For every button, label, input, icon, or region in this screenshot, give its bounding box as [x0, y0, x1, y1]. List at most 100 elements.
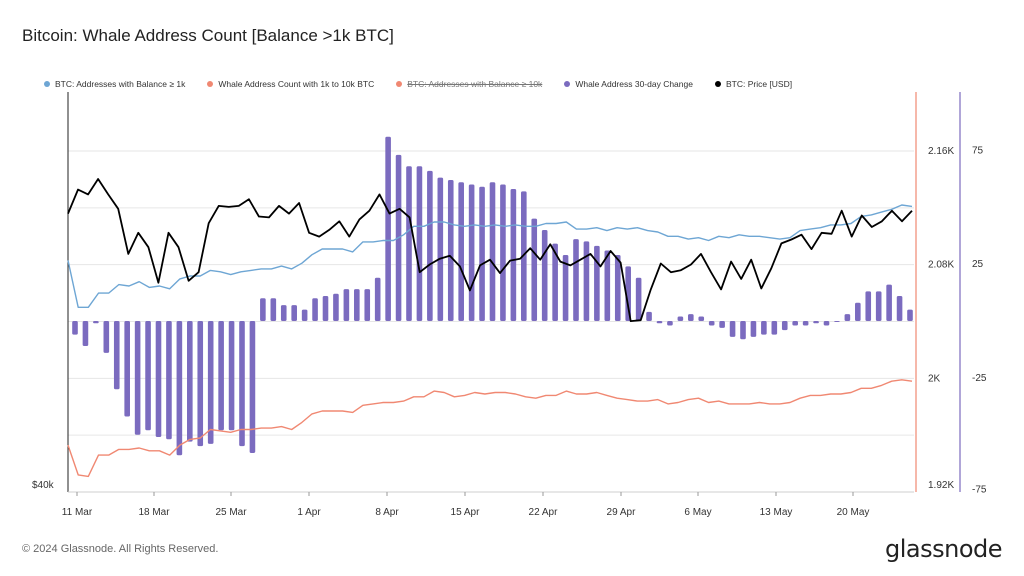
bar-30day-change — [729, 321, 736, 337]
bar-30day-change — [667, 321, 673, 326]
bar-30day-change — [594, 245, 600, 321]
bar-30day-change — [740, 321, 746, 340]
legend-swatch-addresses-1k — [44, 81, 50, 87]
legend: BTC: Addresses with Balance ≥ 1k Whale A… — [44, 79, 814, 89]
legend-label: BTC: Addresses with Balance ≥ 10k — [407, 79, 543, 89]
y-right-tick-label: 1.92K — [928, 480, 954, 491]
legend-item-whale-1k-10k[interactable]: Whale Address Count with 1k to 10k BTC — [207, 79, 374, 89]
bar-30day-change — [708, 321, 715, 326]
bar-30day-change — [239, 321, 245, 447]
y-right2-tick-label: -25 — [972, 373, 987, 384]
bar-30day-change — [541, 230, 548, 321]
bar-30day-change — [573, 239, 579, 321]
bar-30day-change — [72, 321, 78, 335]
legend-item-price[interactable]: BTC: Price [USD] — [714, 79, 792, 89]
bar-30day-change — [437, 177, 444, 321]
bar-30day-change — [280, 305, 287, 321]
bar-30day-change — [698, 316, 705, 321]
bar-30day-change — [750, 321, 757, 337]
legend-swatch-addresses-10k — [396, 81, 403, 87]
y-right2-tick-label: 75 — [972, 145, 984, 156]
bar-30day-change — [134, 321, 141, 435]
bar-30day-change — [301, 309, 308, 321]
bar-30day-change — [583, 241, 590, 321]
bar-30day-change — [521, 191, 527, 321]
bar-30day-change — [875, 291, 882, 321]
bar-30day-change — [374, 277, 381, 321]
bar-30day-change — [93, 321, 99, 324]
x-tick-label: 18 Mar — [138, 507, 170, 518]
bar-30day-change — [343, 289, 350, 321]
bar-30day-change — [792, 321, 798, 326]
bar-30day-change — [719, 321, 725, 328]
copyright-text: © 2024 Glassnode. All Rights Reserved. — [22, 543, 219, 555]
x-tick-label: 15 Apr — [451, 507, 481, 518]
x-tick-label: 1 Apr — [297, 507, 321, 518]
legend-swatch-price — [714, 81, 721, 87]
line-whale-1k-10k — [67, 379, 913, 478]
legend-swatch-whale-1k-10k — [207, 81, 214, 87]
x-tick-label: 29 Apr — [607, 507, 637, 518]
bar-30day-change — [834, 321, 840, 322]
bar-30day-change — [823, 321, 830, 326]
bar-30day-change — [761, 321, 767, 335]
x-tick-label: 25 Mar — [215, 507, 247, 518]
legend-swatch-30day-change — [564, 81, 571, 87]
bar-30day-change — [479, 186, 485, 321]
bar-30day-change — [322, 295, 329, 321]
bar-30day-change — [218, 321, 224, 431]
x-tick-label: 11 Mar — [62, 507, 93, 518]
bar-30day-change — [855, 302, 861, 321]
bar-30day-change — [155, 321, 162, 438]
bar-30day-change — [531, 218, 538, 321]
bar-30day-change — [635, 277, 642, 321]
line-addresses-1k — [67, 204, 913, 308]
legend-label: BTC: Addresses with Balance ≥ 1k — [55, 79, 186, 89]
y-right-tick-label: 2K — [928, 373, 941, 384]
bar-30day-change — [771, 321, 778, 335]
y-right2-tick-label: 25 — [972, 259, 984, 270]
y-right-tick-label: 2.08K — [928, 260, 954, 271]
legend-item-30day-change[interactable]: Whale Address 30-day Change — [564, 79, 693, 89]
bar-30day-change — [416, 166, 423, 321]
bar-30day-change — [781, 321, 788, 331]
bar-30day-change — [124, 321, 130, 417]
bar-30day-change — [166, 321, 172, 440]
x-tick-label: 13 May — [760, 507, 793, 518]
bar-30day-change — [677, 316, 684, 321]
bar-30day-change — [82, 321, 89, 347]
bar-30day-change — [228, 321, 235, 431]
bar-30day-change — [865, 291, 872, 321]
bar-30day-change — [260, 298, 266, 321]
chart-title: Bitcoin: Whale Address Count [Balance >1… — [22, 26, 394, 45]
legend-item-addresses-10k[interactable]: BTC: Addresses with Balance ≥ 10k — [396, 79, 542, 89]
bar-30day-change — [813, 321, 819, 324]
bar-30day-change — [489, 182, 496, 321]
bar-30day-change — [656, 321, 663, 324]
bar-30day-change — [364, 289, 371, 321]
bar-30day-change — [270, 298, 277, 321]
bar-30day-change — [103, 321, 110, 353]
legend-item-addresses-1k[interactable]: BTC: Addresses with Balance ≥ 1k — [44, 79, 185, 89]
bar-30day-change — [385, 136, 391, 321]
bar-30day-change — [896, 295, 903, 321]
bar-30day-change — [646, 311, 652, 321]
bar-30day-change — [844, 314, 851, 321]
bar-30day-change — [207, 321, 214, 444]
bar-30day-change — [113, 321, 120, 390]
bar-30day-change — [458, 182, 464, 321]
bar-30day-change — [406, 166, 412, 321]
y-right-tick-label: 2.16K — [928, 146, 954, 157]
y-left-tick-label: $40k — [32, 480, 55, 491]
bar-30day-change — [197, 321, 204, 447]
bar-30day-change — [291, 305, 297, 321]
bar-30day-change — [447, 179, 454, 321]
x-tick-label: 8 Apr — [375, 507, 399, 518]
bar-30day-change — [562, 255, 569, 321]
bar-30day-change — [604, 250, 611, 321]
bar-30day-change — [333, 293, 339, 321]
bar-30day-change — [688, 314, 694, 321]
bar-30day-change — [614, 255, 621, 321]
bar-30day-change — [802, 321, 809, 326]
